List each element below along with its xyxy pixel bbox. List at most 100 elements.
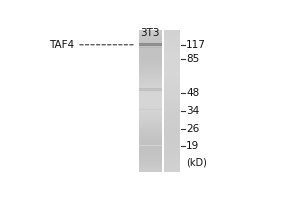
Bar [139,47,162,48]
Bar [139,101,162,103]
Bar [164,74,181,76]
Bar [164,168,181,170]
Bar [164,161,181,163]
Bar [139,108,162,110]
Bar [139,91,162,92]
Bar [164,58,181,60]
Bar [164,32,181,34]
Bar [139,80,162,82]
Bar [164,90,181,92]
Bar [139,85,162,87]
Text: 85: 85 [186,54,200,64]
Bar [164,101,181,103]
Bar [139,99,162,101]
Bar [139,124,162,126]
Bar [139,48,162,50]
Bar [139,119,162,120]
Bar [139,39,162,41]
Bar [164,85,181,87]
Bar [164,108,181,110]
Bar [139,88,162,91]
Bar [139,110,162,112]
Bar [164,112,181,113]
Bar [164,144,181,145]
Bar [164,89,181,90]
Bar [164,136,181,138]
Text: 19: 19 [186,141,200,151]
Bar [139,60,162,62]
Bar [164,129,181,131]
Bar [139,144,162,145]
Bar [139,97,162,99]
Bar [139,53,162,55]
Bar [164,39,181,41]
Bar [139,30,162,32]
Bar [139,83,162,85]
Bar [164,53,181,55]
Bar [164,80,181,82]
Bar [164,131,181,133]
Bar [139,46,162,48]
Bar [164,113,181,115]
Bar [164,103,181,105]
Bar [164,154,181,156]
Text: 34: 34 [186,106,200,116]
Bar [139,165,162,167]
Bar [139,55,162,57]
Bar [139,151,162,152]
Bar [164,62,181,64]
Bar [164,124,181,126]
Bar [139,58,162,60]
Bar [164,151,181,152]
Bar [139,34,162,35]
Bar [139,43,162,46]
Bar [164,67,181,69]
Bar [164,69,181,71]
Bar [139,145,162,146]
Bar [164,156,181,158]
Bar [164,117,181,119]
Bar [164,35,181,37]
Bar [164,106,181,108]
Bar [164,163,181,165]
Text: TAF4: TAF4 [49,40,135,50]
Bar [164,96,181,97]
Bar [139,94,162,96]
Bar [139,103,162,105]
Bar [139,126,162,128]
Bar [139,50,162,51]
Bar [164,51,181,53]
Text: (kD): (kD) [186,158,207,168]
Bar [139,92,162,94]
Bar [139,161,162,163]
Bar [139,136,162,138]
Bar [164,66,181,67]
Text: 26: 26 [186,124,200,134]
Bar [164,126,181,128]
Bar [139,117,162,119]
Bar [164,145,181,147]
Text: 117: 117 [186,40,206,50]
Bar [164,135,181,136]
Bar [139,89,162,90]
Bar [164,97,181,99]
Text: 48: 48 [186,88,200,98]
Bar [139,69,162,71]
Bar [164,149,181,151]
Bar [139,112,162,113]
Bar [164,115,181,117]
Bar [164,147,181,149]
Bar [139,133,162,135]
Bar [139,135,162,136]
Bar [139,82,162,83]
Bar [164,64,181,66]
Bar [139,41,162,43]
Bar [164,82,181,83]
Bar [139,159,162,161]
Bar [139,62,162,64]
Bar [139,71,162,73]
Bar [139,131,162,133]
Bar [139,142,162,144]
Bar [139,105,162,106]
Bar [139,154,162,156]
